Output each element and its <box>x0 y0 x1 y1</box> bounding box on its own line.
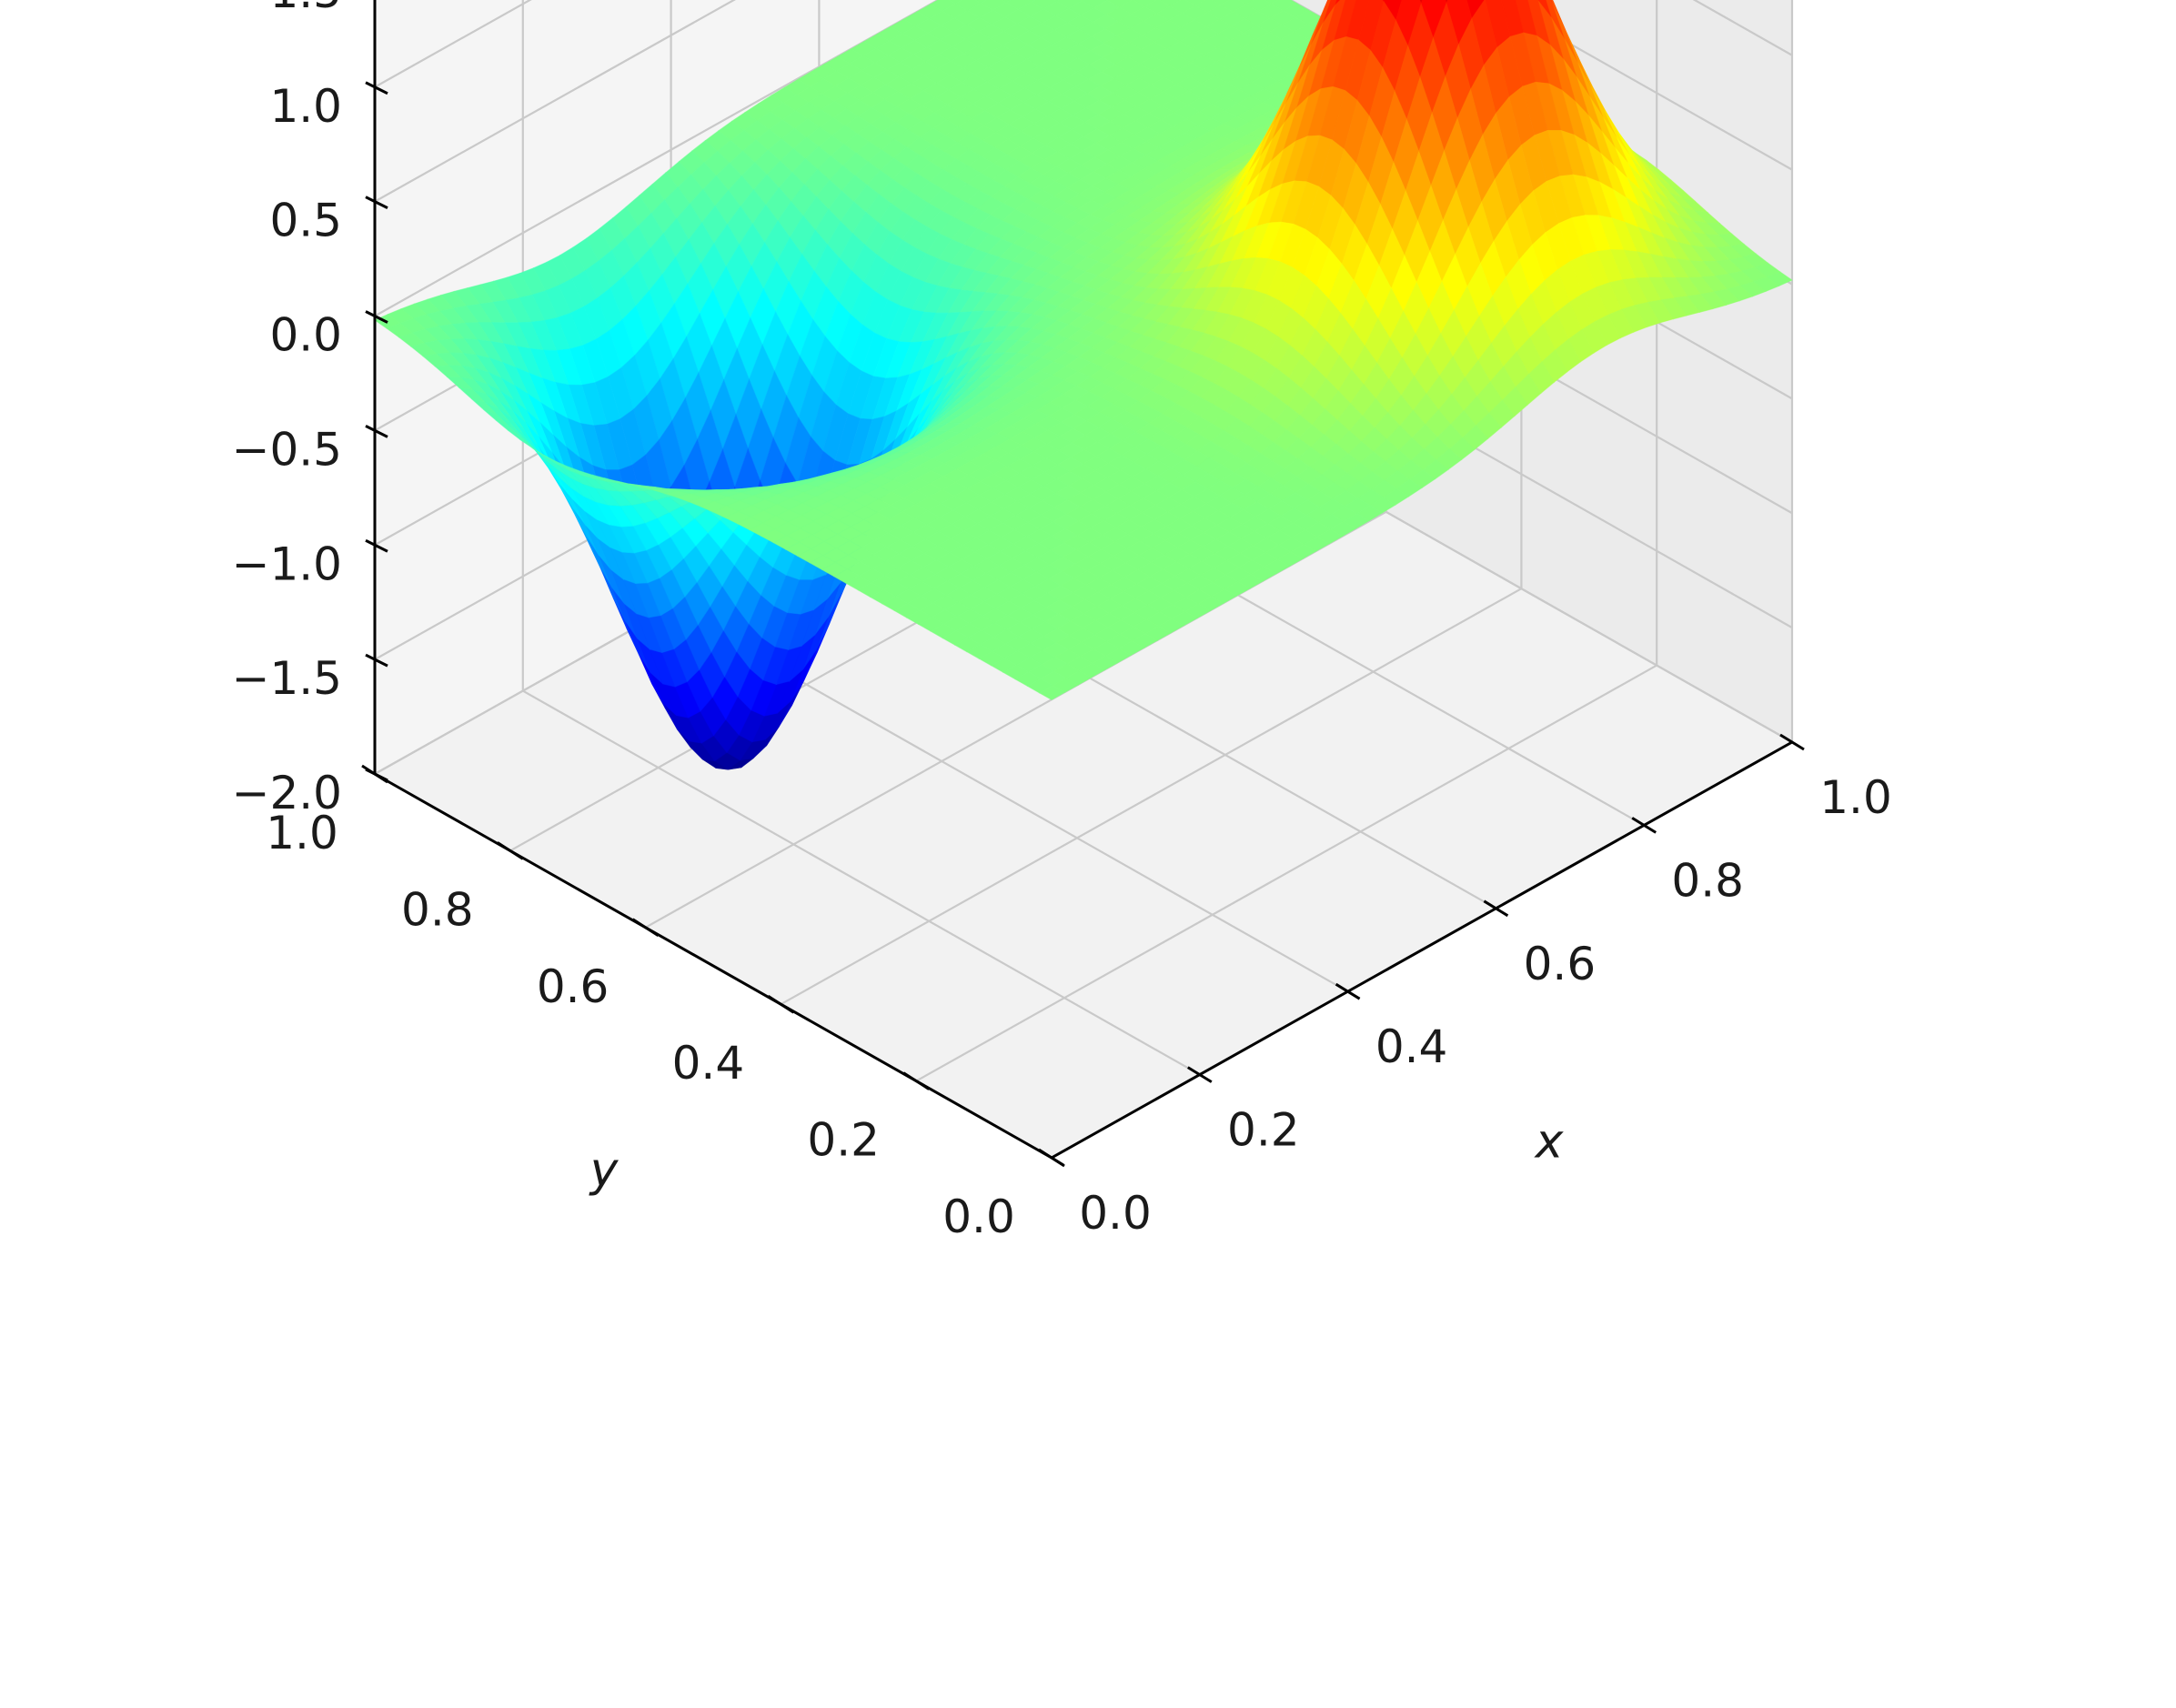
surface-facet <box>1264 0 1279 5</box>
surface-mesh <box>374 0 1793 770</box>
z-tick <box>365 538 388 553</box>
x-axis-label: x <box>1534 1115 1565 1170</box>
z-tick <box>365 196 388 209</box>
x-tick <box>1631 817 1657 834</box>
grid-wall-z-xz <box>374 0 941 317</box>
surface-facet <box>1038 685 1066 701</box>
grid-floor-x <box>522 689 1201 1076</box>
z-tick <box>365 81 388 95</box>
z-tick-label: −1.5 <box>232 652 342 705</box>
y-axis-line <box>374 772 1053 1160</box>
y-tick-label: 0.8 <box>401 883 474 936</box>
z-tick-label: 1.5 <box>269 0 342 18</box>
y-tick-label: 0.2 <box>807 1114 880 1167</box>
x-tick <box>1483 899 1509 918</box>
y-tick <box>631 918 660 938</box>
grid-wall-z-xz <box>374 0 737 203</box>
surface-facet <box>1237 0 1255 5</box>
z-tick <box>365 653 388 668</box>
z-tick-label: 0.5 <box>269 195 342 247</box>
axis-lines: 0.00.20.40.60.81.00.00.20.40.60.81.0−2.0… <box>232 0 1892 1243</box>
grid-floor-y <box>915 664 1657 1082</box>
x-tick-label: 0.6 <box>1524 938 1597 990</box>
z-tick <box>365 768 388 782</box>
y-axis-label: y <box>589 1143 620 1198</box>
x-tick-label: 0.4 <box>1375 1020 1448 1073</box>
z-tick <box>365 310 388 324</box>
y-tick-label: 1.0 <box>266 807 338 859</box>
y-tick-label: 0.4 <box>672 1037 745 1090</box>
x-tick-label: 0.0 <box>1079 1187 1152 1240</box>
x-tick-label: 0.2 <box>1227 1104 1300 1157</box>
x-tick-label: 0.8 <box>1671 854 1744 907</box>
y-tick-label: 0.6 <box>537 960 609 1013</box>
surface-facet <box>1026 0 1036 3</box>
x-tick-label: 1.0 <box>1819 771 1892 824</box>
y-tick <box>767 994 795 1014</box>
grid-floor-y <box>780 588 1522 1006</box>
grid-wall-z-yz <box>1490 0 1793 171</box>
x-tick <box>1779 733 1805 751</box>
x-tick <box>1187 1066 1213 1083</box>
y-tick <box>496 841 524 860</box>
z-tick-label: −2.0 <box>232 767 342 819</box>
y-tick-label: 0.0 <box>942 1191 1015 1243</box>
surface-facet <box>1001 0 1012 4</box>
z-tick-label: 0.0 <box>269 309 342 362</box>
z-tick <box>365 425 388 438</box>
x-axis-line <box>1051 740 1793 1160</box>
axis-labels: x y <box>589 1115 1565 1199</box>
y-tick <box>1038 1148 1065 1168</box>
surface-facet <box>974 0 988 5</box>
z-tick-label: −1.0 <box>232 538 342 590</box>
x-tick <box>1335 982 1361 1000</box>
z-tick-label: 1.0 <box>269 80 342 133</box>
y-tick <box>902 1071 931 1090</box>
z-tick-label: −0.5 <box>232 423 342 476</box>
grid-wall-z-xz <box>374 0 532 88</box>
surface-facet <box>948 0 963 5</box>
